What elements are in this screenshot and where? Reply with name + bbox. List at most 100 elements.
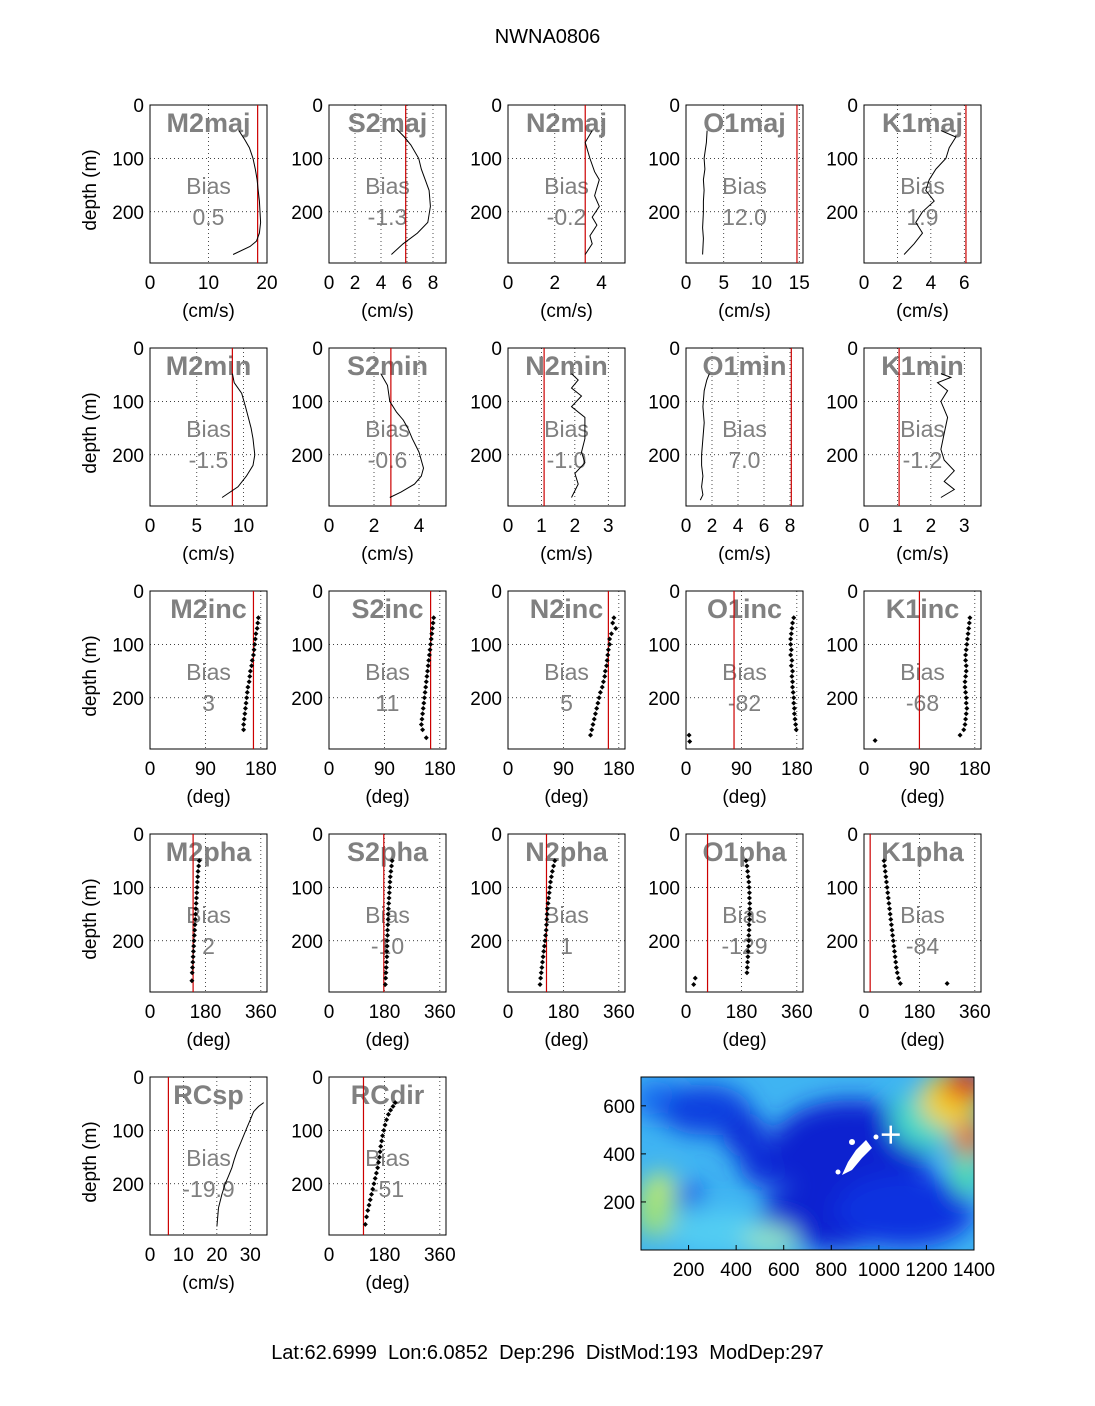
y-tick-label: 0 — [491, 96, 502, 117]
bias-word: Bias — [722, 173, 767, 199]
y-tick-label: 0 — [669, 582, 680, 603]
map-x-tick-label: 1000 — [858, 1260, 900, 1281]
panel-m2inc: 0 90 180 0 100 200 M2inc Bias 3 (deg) depth (m) — [80, 582, 277, 808]
bias-word: Bias — [544, 659, 589, 685]
x-tick-label: 0 — [681, 1002, 692, 1023]
data-point — [420, 705, 426, 711]
panel-o1pha: 0 180 360 0 100 200 O1pha Bias -129 (deg) — [648, 825, 812, 1051]
profile-line — [936, 373, 956, 498]
x-tick-label: 0 — [681, 273, 692, 294]
profile-line — [380, 373, 425, 498]
x-tick-label: 0 — [324, 1245, 335, 1266]
data-point — [376, 1159, 382, 1165]
plot-frame — [328, 833, 447, 993]
island-dot — [849, 1139, 855, 1145]
y-tick-label: 200 — [470, 932, 502, 953]
data-point — [252, 636, 258, 642]
x-tick-label: 6 — [959, 273, 970, 294]
data-point — [249, 663, 255, 669]
data-point — [544, 911, 550, 917]
bias-word: Bias — [544, 416, 589, 442]
data-point — [746, 890, 752, 896]
data-point — [191, 938, 197, 944]
data-point — [245, 684, 251, 690]
y-tick-label: 100 — [112, 635, 144, 656]
data-point — [963, 673, 969, 679]
y-tick-label: 200 — [470, 203, 502, 224]
data-point — [373, 1170, 379, 1176]
data-point — [191, 943, 197, 949]
y-tick-label: 200 — [826, 689, 858, 710]
x-tick-label: 180 — [781, 759, 813, 780]
data-point — [788, 631, 794, 637]
data-point — [243, 700, 249, 706]
data-point — [194, 879, 200, 885]
data-point — [743, 858, 749, 864]
data-point — [594, 705, 600, 711]
x-tick-label: 5 — [192, 516, 203, 537]
y-tick-label: 200 — [291, 932, 323, 953]
data-point — [190, 954, 196, 960]
bias-value: -1.5 — [189, 447, 229, 473]
data-point — [429, 625, 435, 631]
data-point — [963, 695, 969, 701]
data-point — [897, 980, 903, 986]
bias-value: -51 — [371, 1176, 404, 1202]
x-tick-label: 0 — [324, 273, 335, 294]
data-point — [384, 938, 390, 944]
x-tick-label: 360 — [781, 1002, 813, 1023]
data-point — [883, 879, 889, 885]
data-point — [193, 900, 199, 906]
bias-value: -1.3 — [368, 204, 408, 230]
plot-frame — [149, 1076, 268, 1236]
x-tick-label: 0 — [503, 759, 514, 780]
data-point — [588, 732, 594, 738]
y-tick-label: 100 — [112, 878, 144, 899]
data-point — [251, 647, 257, 653]
y-tick-label: 100 — [470, 149, 502, 170]
y-tick-label: 0 — [491, 825, 502, 846]
panel-n2maj: 0 2 4 0 100 200 N2maj Bias -0.2 (cm/s) — [470, 96, 626, 322]
data-point — [385, 906, 391, 912]
bias-value: -84 — [906, 933, 939, 959]
y-tick-label: 100 — [648, 878, 680, 899]
data-point — [788, 663, 794, 669]
data-point — [962, 721, 968, 727]
y-tick-label: 100 — [112, 149, 144, 170]
y-tick-label: 0 — [133, 582, 144, 603]
data-point — [194, 890, 200, 896]
data-point — [552, 858, 558, 864]
y-tick-label: 0 — [312, 96, 323, 117]
bias-value: 1 — [560, 933, 573, 959]
y-tick-label: 100 — [112, 392, 144, 413]
data-point — [589, 727, 595, 733]
y-tick-label: 200 — [470, 446, 502, 467]
data-point — [384, 1117, 390, 1123]
data-point — [425, 663, 431, 669]
panel-title: N2inc — [530, 594, 604, 624]
y-tick-label: 0 — [133, 96, 144, 117]
x-axis-label: (deg) — [900, 787, 944, 808]
x-axis-label: (deg) — [544, 1030, 588, 1051]
data-point — [255, 620, 261, 626]
x-tick-label: 1 — [892, 516, 903, 537]
data-point — [378, 1143, 384, 1149]
x-tick-label: 5 — [718, 273, 729, 294]
bias-word: Bias — [186, 659, 231, 685]
panel-rcdir: 0 180 360 0 100 200 RCdir Bias -51 (deg) — [291, 1068, 455, 1294]
bias-word: Bias — [722, 659, 767, 685]
bias-word: Bias — [186, 173, 231, 199]
plot-frame — [507, 104, 626, 264]
x-tick-label: 2 — [369, 516, 380, 537]
x-tick-label: 0 — [145, 1002, 156, 1023]
data-point — [745, 954, 751, 960]
bias-value: -82 — [728, 690, 761, 716]
map-y-tick-label: 600 — [603, 1097, 635, 1118]
y-tick-label: 200 — [291, 689, 323, 710]
data-point — [788, 641, 794, 647]
data-point — [250, 652, 256, 658]
island-dot — [873, 1134, 879, 1140]
data-point — [591, 716, 597, 722]
y-tick-label: 100 — [291, 149, 323, 170]
